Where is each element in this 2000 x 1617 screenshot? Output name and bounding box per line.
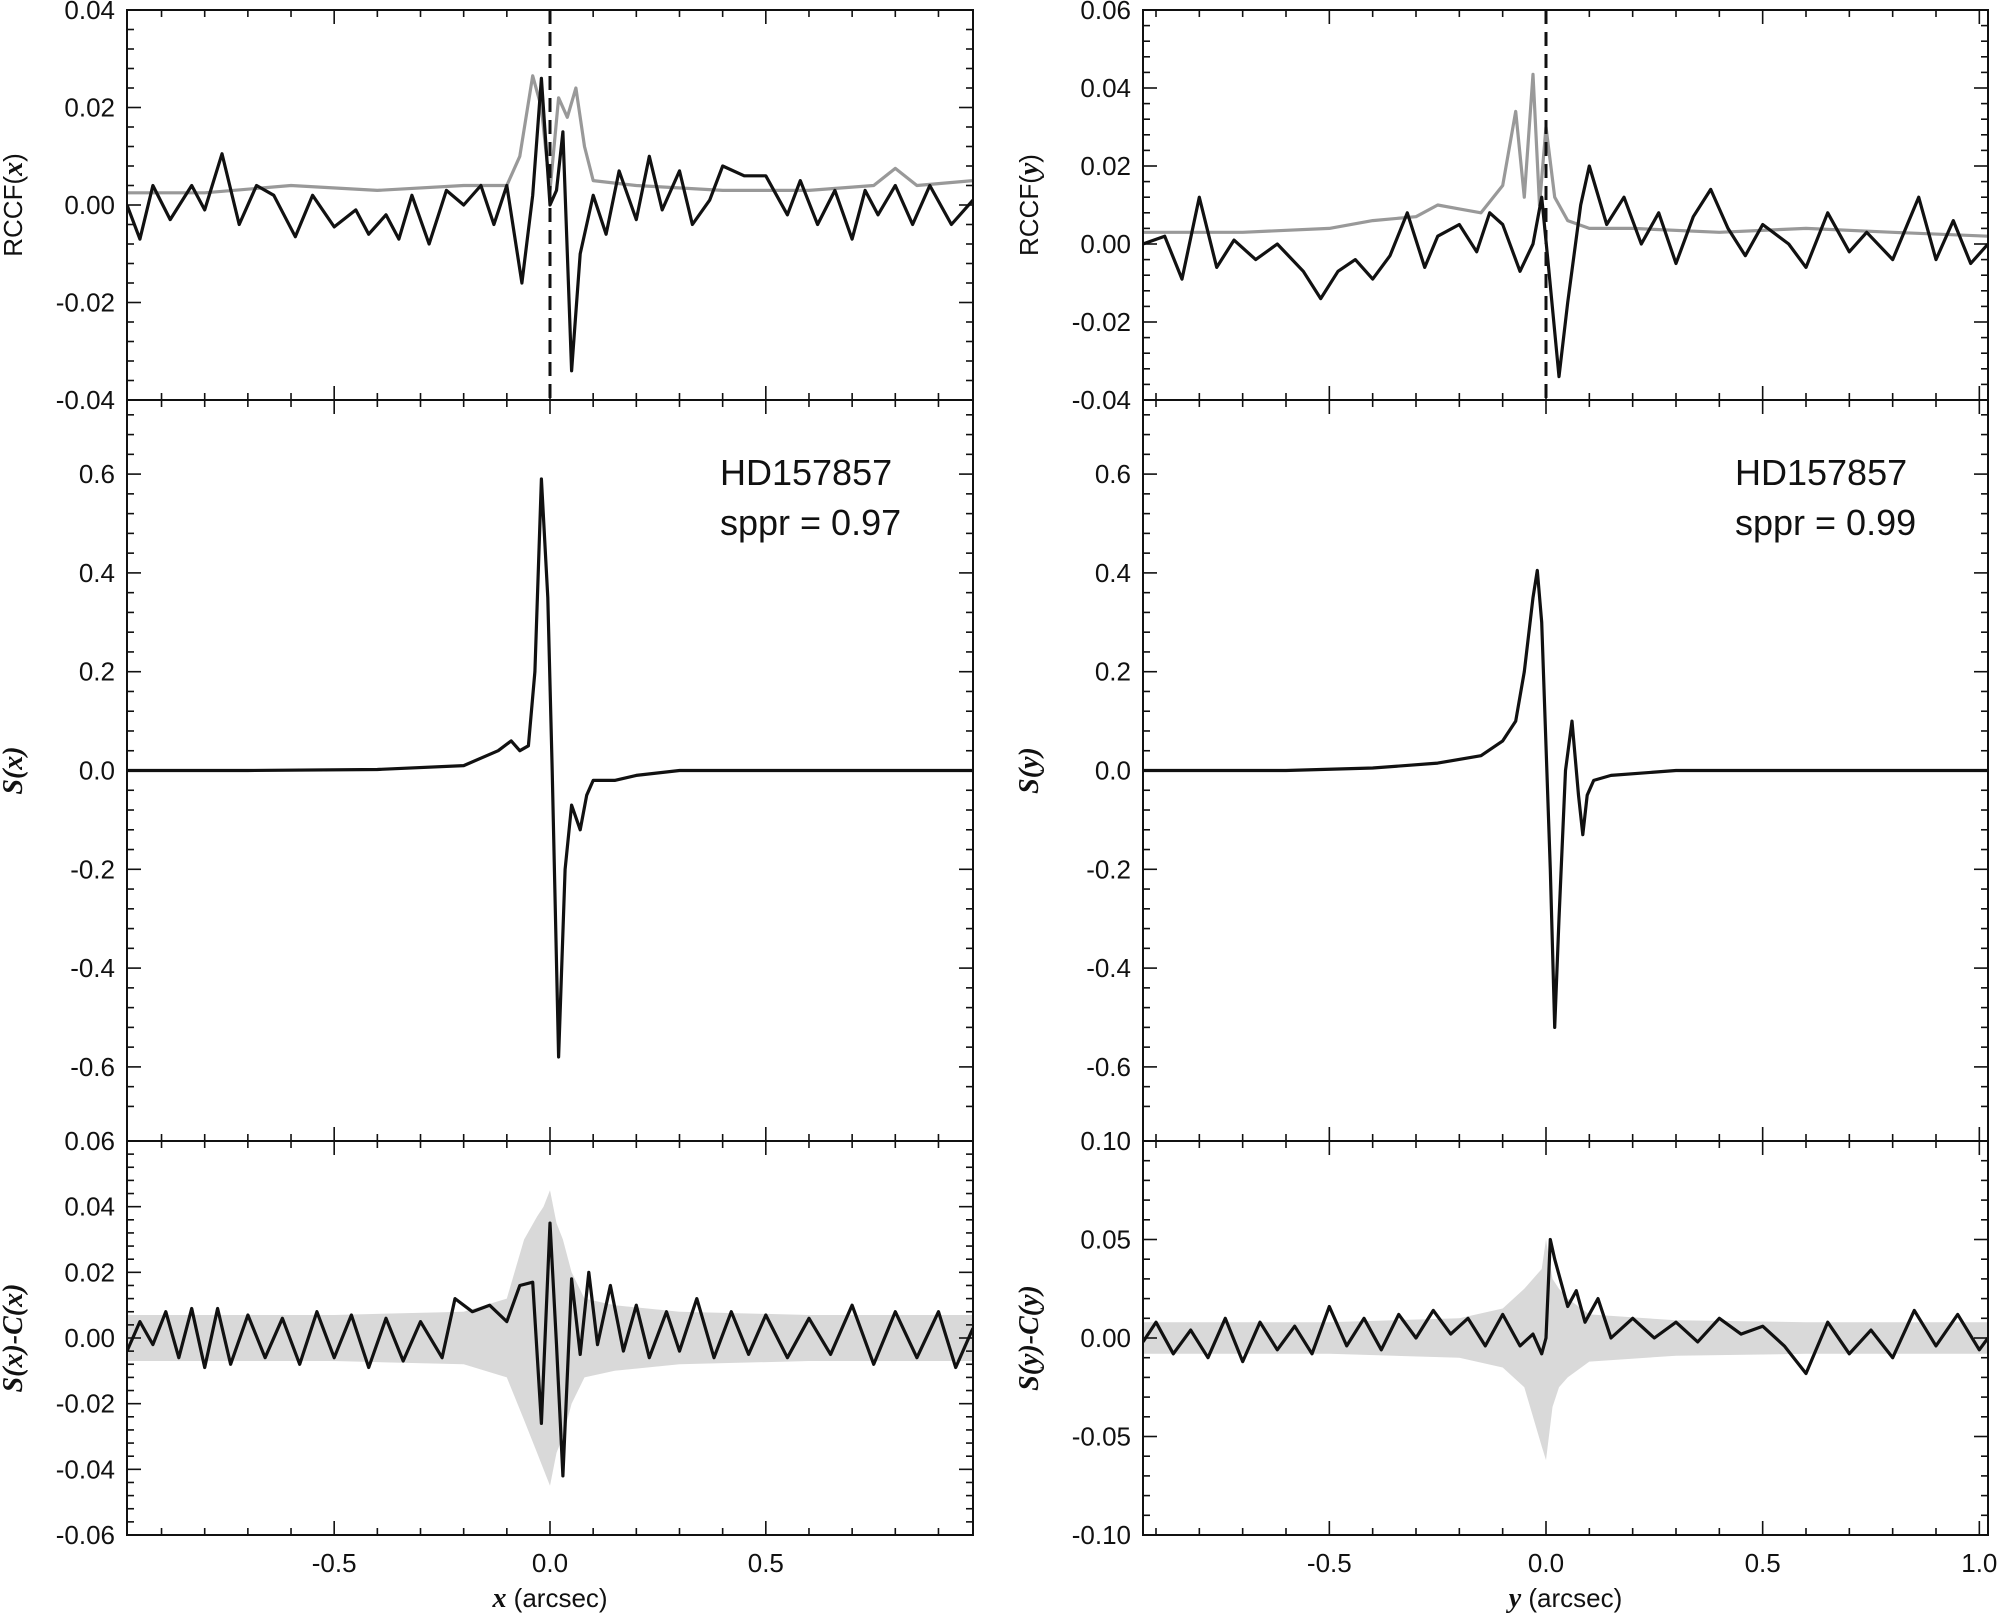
y-axis-title-var: y [1014,162,1045,178]
y-tick-label: 0.05 [1080,1225,1131,1255]
series-line-1 [1143,164,1988,379]
y-tick-label: -0.6 [1086,1052,1131,1082]
y-tick-label: -0.2 [70,854,115,884]
panel-frame [1142,9,1989,401]
x-tick-label: 0.5 [748,1548,784,1578]
left-chart: -0.04-0.020.000.020.04RCCF(x)-0.6-0.4-0.… [0,0,974,1614]
y-tick-label: -0.05 [1072,1422,1131,1452]
left-panel-s: -0.6 -0.4 -0.2 0.0 0.2 0.4 0.6 S(x) HD157857 sppr… [0,399,974,1142]
plot-area [1143,1237,1988,1461]
series-line-1 [127,76,973,373]
annotation-sppr: sppr = 0.97 [720,502,901,543]
y-tick-label: 0.04 [64,1192,115,1222]
y-tick-label: 0.2 [1095,657,1131,687]
y-axis-title-suffix: ) [0,153,28,162]
y-tick-label: 0.4 [1095,558,1131,588]
y-tick-label: 0.10 [1080,1126,1131,1156]
y-tick-label: -0.4 [70,953,115,983]
y-axis-title-text: S(y) [1014,747,1045,794]
plot-area [127,10,973,400]
x-tick-label: -0.5 [1307,1548,1352,1578]
y-tick-label: 0.6 [1095,459,1131,489]
y-tick-label: 0.02 [64,93,115,123]
y-tick-label: 0.00 [64,190,115,220]
y-tick-label: -0.10 [1072,1520,1131,1550]
y-tick-label: 0.2 [79,657,115,687]
y-axis-title: RCCF(y) [1014,154,1045,256]
x-axis-title-unit: (arcsec) [1521,1583,1622,1613]
y-tick-label: 0.04 [1080,73,1131,103]
y-tick-label: 0.02 [64,1257,115,1287]
y-tick-label: 0.00 [64,1323,115,1353]
x-axis-title: x (arcsec) [491,1583,607,1614]
series-line-0 [1143,1237,1988,1376]
annotation-target: HD157857 [720,452,892,493]
y-tick-label: -0.04 [56,1454,115,1484]
y-tick-label: -0.02 [1072,307,1131,337]
x-tick-label: 0.0 [1528,1548,1564,1578]
y-tick-label: -0.04 [56,385,115,415]
y-tick-label: -0.06 [56,1520,115,1550]
left-panel-resid: -0.06 -0.04 -0.02 0.00 0.02 0.04 0.06 S(x)-C(x) [0,1126,974,1550]
series-line-0 [1143,568,1988,1029]
x-axis-title-var: y [1506,1583,1522,1614]
right-chart: -0.04-0.020.000.020.040.06RCCF(y)-0.6-0.… [1014,0,1997,1614]
x-axis-title-unit: (arcsec) [506,1583,607,1613]
right-panel-s: -0.6 -0.4 -0.2 0.0 0.2 0.4 0.6 S(y) HD157857 sppr… [1014,399,1989,1142]
uncertainty-band [1143,1239,1988,1461]
y-axis-title-prefix: RCCF( [0,176,28,257]
series-line-0 [127,74,973,195]
y-tick-label: -0.02 [56,288,115,318]
left-panel-rccf: -0.04 -0.02 0.00 0.02 0.04 RCCF(x) [0,0,974,415]
y-axis-title-text: S(x)-C(x) [0,1284,29,1393]
y-tick-label: 0.06 [64,1126,115,1156]
right-panel-resid: -0.10 -0.05 0.00 0.05 0.10 S(y)-C(y) [1014,1126,1989,1550]
y-tick-label: -0.02 [56,1389,115,1419]
y-tick-label: 0.06 [1080,0,1131,25]
x-tick-label: -0.5 [312,1548,357,1578]
y-tick-label: 0.4 [79,558,115,588]
y-axis-title: S(x)-C(x) [0,1284,29,1393]
y-tick-label: -0.2 [1086,854,1131,884]
x-tick-label: 1.0 [1961,1548,1997,1578]
y-axis-title-suffix: ) [1014,154,1044,163]
y-tick-label: 0.00 [1080,1323,1131,1353]
x-axis-title: y (arcsec) [1506,1583,1623,1614]
uncertainty-band [127,1190,973,1486]
y-tick-label: -0.04 [1072,385,1131,415]
x-tick-label: 0.5 [1745,1548,1781,1578]
plot-area [1143,568,1988,1029]
y-axis-title-text: S(y)-C(y) [1014,1285,1045,1391]
y-axis-title: RCCF(x) [0,153,29,257]
series-line-0 [1143,72,1988,238]
y-axis-title-prefix: RCCF( [1014,175,1044,256]
y-axis-title-text: S(x) [0,746,29,794]
y-tick-label: 0.0 [79,756,115,786]
y-axis-title: S(y) [1014,747,1045,794]
annotation-target: HD157857 [1735,452,1907,493]
y-tick-label: 0.04 [64,0,115,25]
plot-area [1143,10,1988,400]
y-axis-title: S(y)-C(y) [1014,1285,1045,1391]
y-tick-label: -0.6 [70,1052,115,1082]
x-tick-label: 0.0 [532,1548,568,1578]
y-tick-label: 0.00 [1080,229,1131,259]
x-axis-title-var: x [491,1583,506,1614]
series-line-0 [127,477,973,1059]
y-axis-title-var: x [0,162,29,177]
annotation-sppr: sppr = 0.99 [1735,502,1916,543]
series-line-0 [127,1221,973,1478]
plot-area [127,1190,973,1486]
right-panel-rccf: -0.04 -0.02 0.00 0.02 0.04 0.06 RCCF(y) [1014,0,1989,415]
y-tick-label: 0.02 [1080,151,1131,181]
y-tick-label: -0.4 [1086,953,1131,983]
y-tick-label: 0.0 [1095,756,1131,786]
y-axis-title: S(x) [0,746,29,794]
y-tick-label: 0.6 [79,459,115,489]
plot-area [127,477,973,1059]
